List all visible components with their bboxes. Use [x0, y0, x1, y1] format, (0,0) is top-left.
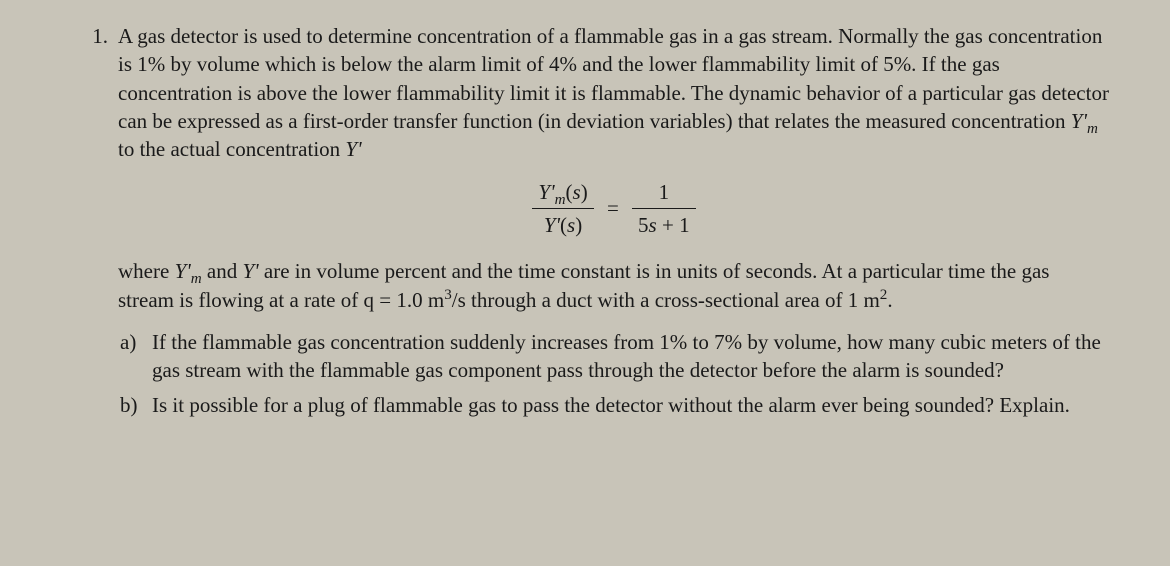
- intro-paragraph: A gas detector is used to determine conc…: [118, 22, 1110, 164]
- equals-sign: =: [599, 194, 627, 222]
- subpart-a: a) If the flammable gas concentration su…: [118, 328, 1110, 385]
- subpart-b-label: b): [118, 391, 152, 419]
- eq-rhs-den: 5s + 1: [632, 209, 696, 239]
- subpart-b: b) Is it possible for a plug of flammabl…: [118, 391, 1110, 419]
- subpart-a-label: a): [118, 328, 152, 356]
- subpart-a-text: If the flammable gas concentration sudde…: [152, 328, 1110, 385]
- eq-rhs-fraction: 1 5s + 1: [632, 178, 696, 240]
- problem-page: 1. A gas detector is used to determine c…: [0, 0, 1170, 445]
- equation: Y'm(s) Y'(s) = 1 5s + 1: [118, 178, 1110, 240]
- eq-rhs-num: 1: [632, 178, 696, 209]
- question-number: 1.: [70, 22, 118, 50]
- subpart-b-text: Is it possible for a plug of flammable g…: [152, 391, 1110, 419]
- eq-lhs-fraction: Y'm(s) Y'(s): [532, 178, 593, 240]
- question-block: 1. A gas detector is used to determine c…: [70, 22, 1110, 425]
- eq-lhs-den: Y'(s): [532, 209, 593, 239]
- eq-lhs-num: Y'm(s): [532, 178, 593, 209]
- post-equation-paragraph: where Y'm and Y' are in volume percent a…: [118, 257, 1110, 314]
- question-body: A gas detector is used to determine conc…: [118, 22, 1110, 425]
- subparts: a) If the flammable gas concentration su…: [118, 328, 1110, 419]
